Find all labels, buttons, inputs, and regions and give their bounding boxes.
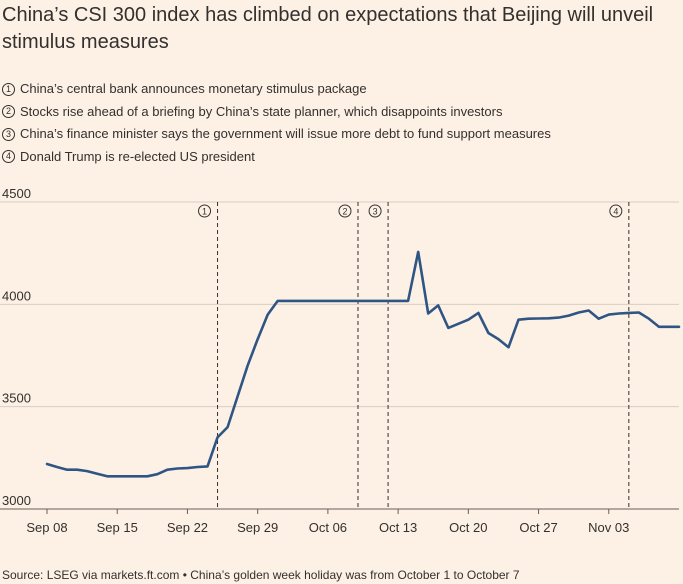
event-note-text: Stocks rise ahead of a briefing by China… bbox=[20, 103, 503, 119]
series-line-csi300 bbox=[45, 250, 681, 478]
event-note: 4 Donald Trump is re-elected US presiden… bbox=[2, 146, 678, 169]
source-note: Source: LSEG via markets.ft.com • China’… bbox=[2, 568, 520, 582]
x-tick-label: Oct 13 bbox=[379, 520, 417, 535]
y-tick-label: 3500 bbox=[2, 391, 31, 406]
event-note-text: China’s finance minister says the govern… bbox=[20, 126, 551, 141]
x-tick-label: Nov 03 bbox=[588, 520, 629, 535]
event-marker-circle bbox=[338, 204, 352, 218]
event-marker: 2 bbox=[2, 105, 15, 119]
x-tick-label: Sep 08 bbox=[26, 520, 67, 535]
x-tick-label: Oct 27 bbox=[519, 520, 557, 535]
x-tick-label: Oct 06 bbox=[309, 520, 347, 535]
event-marker: 1 bbox=[2, 82, 15, 96]
event-note: 2 Stocks rise ahead of a briefing by Chi… bbox=[2, 101, 678, 124]
event-marker-circle bbox=[198, 204, 212, 218]
event-marker: 4 bbox=[2, 150, 15, 164]
event-note-text: Donald Trump is re-elected US president bbox=[20, 148, 255, 164]
event-note: 1 China’s central bank announces monetar… bbox=[2, 78, 678, 101]
event-note-text: China’s central bank announces monetary … bbox=[20, 81, 367, 96]
event-marker-label: 3 bbox=[373, 207, 378, 217]
event-marker: 3 bbox=[2, 127, 15, 141]
event-notes: 1 China’s central bank announces monetar… bbox=[2, 78, 678, 168]
x-tick-label: Sep 15 bbox=[97, 520, 138, 535]
y-tick-label: 4000 bbox=[2, 288, 31, 303]
x-tick-label: Sep 22 bbox=[167, 520, 208, 535]
y-tick-label: 4500 bbox=[2, 186, 31, 201]
event-marker-label: 2 bbox=[342, 207, 347, 217]
event-marker-circle bbox=[368, 204, 382, 218]
x-tick-label: Oct 20 bbox=[449, 520, 487, 535]
x-tick-label: Sep 29 bbox=[237, 520, 278, 535]
event-marker-label: 1 bbox=[202, 207, 207, 217]
event-marker-label: 4 bbox=[613, 207, 618, 217]
event-marker-circle bbox=[609, 204, 623, 218]
chart-title: China’s CSI 300 index has climbed on exp… bbox=[2, 4, 654, 53]
event-note: 3 China’s finance minister says the gove… bbox=[2, 123, 678, 146]
y-tick-label: 3000 bbox=[2, 493, 31, 508]
